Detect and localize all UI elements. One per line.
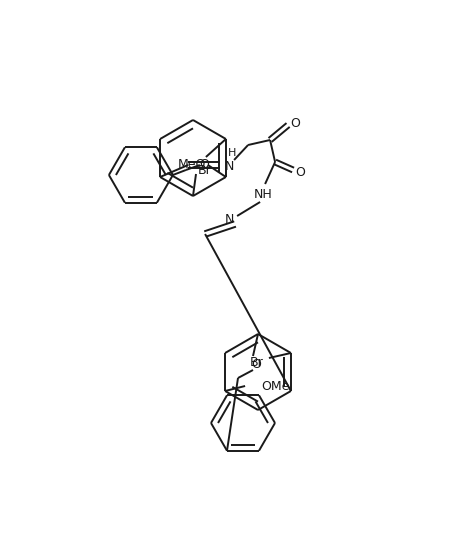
Text: OMe: OMe bbox=[261, 379, 289, 392]
Text: MeO: MeO bbox=[178, 158, 206, 171]
Text: O: O bbox=[295, 166, 305, 179]
Text: Br: Br bbox=[250, 356, 264, 370]
Text: N: N bbox=[225, 160, 235, 173]
Text: O: O bbox=[290, 117, 300, 130]
Text: NH: NH bbox=[254, 187, 272, 201]
Text: O: O bbox=[199, 158, 209, 171]
Text: O: O bbox=[251, 358, 261, 371]
Text: N: N bbox=[224, 213, 234, 226]
Text: Br: Br bbox=[198, 164, 212, 177]
Text: H: H bbox=[228, 148, 236, 158]
